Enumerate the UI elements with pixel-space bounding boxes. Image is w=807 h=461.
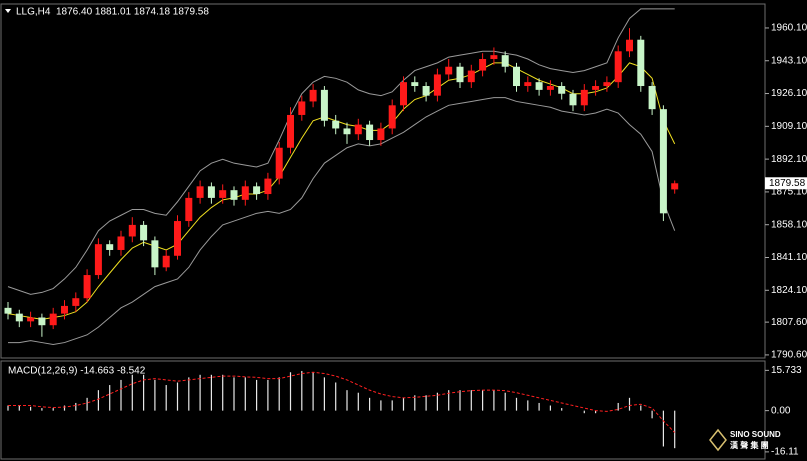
candle-body xyxy=(61,305,68,314)
candle-body xyxy=(467,70,475,83)
candle-body xyxy=(140,224,148,241)
y-tick-label: 15.733 xyxy=(771,365,802,376)
overlay-line xyxy=(7,8,675,295)
candle-body xyxy=(343,128,351,135)
candle-body xyxy=(648,86,656,110)
price-marker-label: 1879.58 xyxy=(769,178,806,189)
macd-title: MACD(12,26,9) -14.663 -8.542 xyxy=(8,366,146,377)
candle-body xyxy=(626,39,633,52)
candle-body xyxy=(388,105,396,129)
overlay-line xyxy=(8,97,676,346)
candle-body xyxy=(151,240,159,268)
y-tick-label: -16.11 xyxy=(771,447,799,458)
candle-body xyxy=(558,86,566,94)
candle-body xyxy=(433,74,441,96)
candle-body xyxy=(185,197,193,222)
y-tick-label: 0.00 xyxy=(771,405,791,416)
candle-body xyxy=(253,186,261,195)
candle-body xyxy=(309,89,317,102)
candle-body xyxy=(27,317,35,322)
candle-body xyxy=(162,255,170,268)
candle-body xyxy=(332,120,340,129)
brand-subtitle: 漢 聲 集 團 xyxy=(730,440,769,450)
candle-body xyxy=(15,313,23,322)
y-tick-label: 1875.10 xyxy=(771,187,807,198)
candle-body xyxy=(490,55,498,60)
y-tick-label: 1807.60 xyxy=(771,317,807,328)
candle-body xyxy=(614,51,622,83)
menu-triangle[interactable] xyxy=(5,9,11,13)
candle-body xyxy=(354,124,362,135)
candle-body xyxy=(603,82,611,87)
candle-body xyxy=(230,190,238,200)
symbol-label: LLG,H4 xyxy=(16,7,51,18)
candle-body xyxy=(174,221,181,256)
candle-body xyxy=(320,89,328,121)
candle-body xyxy=(287,114,294,148)
y-tick-label: 1790.60 xyxy=(771,350,807,361)
candle-body xyxy=(569,93,577,106)
macd-panel-frame xyxy=(0,360,766,460)
price-marker-box xyxy=(765,177,807,190)
y-tick-label: 1892.10 xyxy=(771,154,807,165)
candle-body xyxy=(637,39,645,87)
candle-body xyxy=(4,307,12,314)
candle-body xyxy=(501,55,509,67)
candle-body xyxy=(524,82,532,87)
candle-body xyxy=(377,128,385,141)
candle-body xyxy=(479,59,487,71)
candle-body xyxy=(196,186,204,198)
candle-body xyxy=(659,109,667,214)
candle-body xyxy=(264,178,272,195)
candle-body xyxy=(535,82,543,90)
candle-body xyxy=(49,313,57,326)
candle-body xyxy=(513,66,520,87)
y-tick-label: 1909.10 xyxy=(771,121,807,132)
candle-body xyxy=(106,244,114,250)
candle-body xyxy=(671,183,679,190)
y-tick-label: 1858.10 xyxy=(771,219,807,230)
candle-body xyxy=(128,224,136,237)
candle-body xyxy=(83,275,91,299)
candle-body xyxy=(275,147,283,179)
candle-body xyxy=(72,298,80,306)
candle-body xyxy=(366,124,374,141)
candle-body xyxy=(400,82,407,106)
y-tick-label: 1943.10 xyxy=(771,55,807,66)
candle-body xyxy=(422,86,430,96)
y-tick-label: 1841.10 xyxy=(771,252,807,263)
candle-body xyxy=(445,66,453,75)
candle-body xyxy=(592,86,600,90)
ohlc-label: 1876.40 1881.01 1874.18 1879.58 xyxy=(56,7,209,18)
logo-mark xyxy=(709,428,727,452)
candle-body xyxy=(411,82,419,87)
candle-body xyxy=(241,186,249,200)
y-tick-label: 1960.10 xyxy=(771,23,807,34)
y-tick-label: 1824.10 xyxy=(771,285,807,296)
candle-body xyxy=(94,244,102,276)
candle-body xyxy=(298,101,306,115)
signal-line xyxy=(8,371,676,433)
candle-body xyxy=(456,66,464,83)
brand-logo: SINO SOUND 漢 聲 集 團 xyxy=(709,428,781,452)
candle-body xyxy=(546,86,554,90)
candle-body xyxy=(207,186,215,198)
candle-body xyxy=(117,236,125,250)
candle-body xyxy=(219,190,227,198)
candle-body xyxy=(580,89,588,106)
y-tick-label: 1926.10 xyxy=(771,88,807,99)
candle-body xyxy=(38,317,46,326)
brand-name: SINO SOUND xyxy=(730,430,781,439)
